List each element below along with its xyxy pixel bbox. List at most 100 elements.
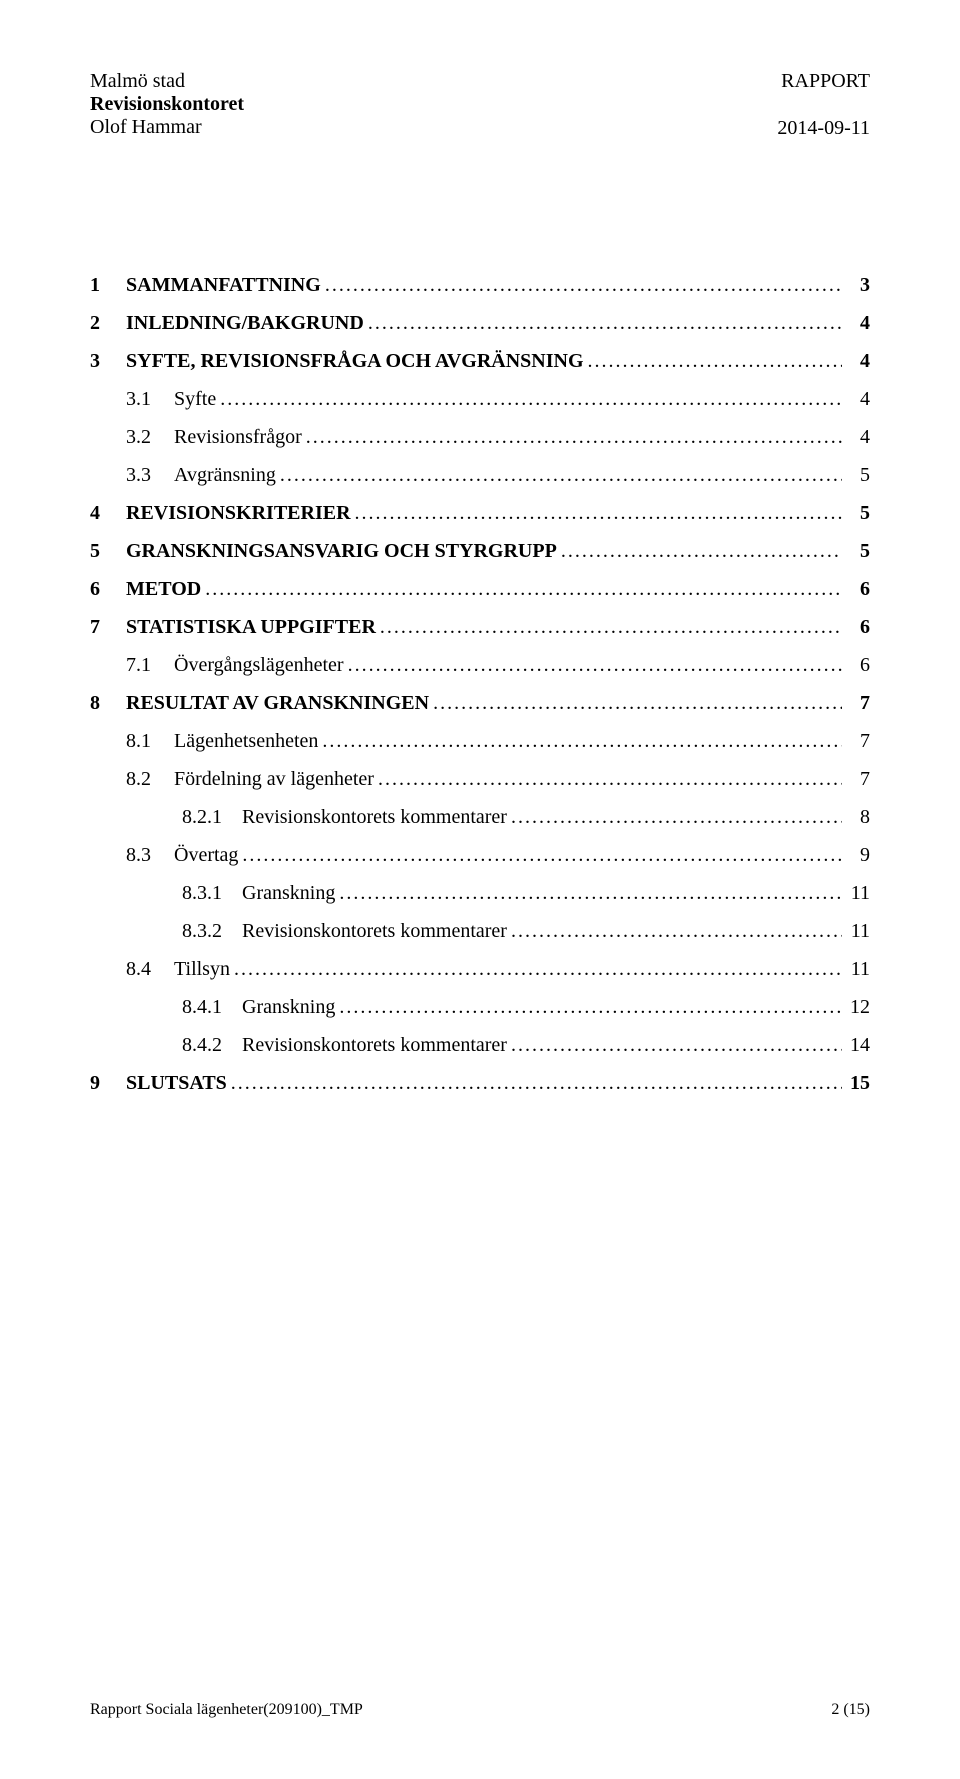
- toc-entry-number: 1: [90, 270, 126, 300]
- toc-entry-number: 8.1: [126, 726, 174, 756]
- toc-entry-page: 3: [846, 270, 870, 300]
- toc-entry-number: 3: [90, 346, 126, 376]
- footer-page-number: 2 (15): [831, 1701, 870, 1719]
- toc-entry: 3.1Syfte4: [90, 384, 870, 414]
- toc-entry-title: INLEDNING/BAKGRUND: [126, 308, 364, 338]
- toc-entry: 8.4.1Granskning 12: [90, 992, 870, 1022]
- toc-entry: 9SLUTSATS15: [90, 1068, 870, 1098]
- toc-entry-number: 8.4.1: [182, 992, 242, 1022]
- toc-entry-title: Fördelning av lägenheter: [174, 764, 374, 794]
- toc-entry-number: 8.4.2: [182, 1030, 242, 1060]
- toc-leader-dots: [433, 688, 842, 718]
- toc-entry-page: 4: [846, 384, 870, 414]
- page-footer: Rapport Sociala lägenheter(209100)_TMP 2…: [90, 1701, 870, 1719]
- toc-entry-title: Granskning: [242, 992, 335, 1022]
- toc-entry-page: 11: [846, 916, 870, 946]
- toc-entry-page: 4: [846, 308, 870, 338]
- toc-entry-page: 11: [846, 878, 870, 908]
- toc-entry-title: Revisionskontorets kommentarer: [242, 802, 507, 832]
- toc-leader-dots: [339, 878, 842, 908]
- toc-entry-number: 3.3: [126, 460, 174, 490]
- toc-leader-dots: [511, 916, 842, 946]
- toc-entry-number: 7: [90, 612, 126, 642]
- toc-entry: 8.4Tillsyn 11: [90, 954, 870, 984]
- toc-entry-title: Revisionskontorets kommentarer: [242, 916, 507, 946]
- toc-leader-dots: [511, 802, 842, 832]
- toc-entry-title: Tillsyn: [174, 954, 230, 984]
- toc-entry: 8.3.1Granskning 11: [90, 878, 870, 908]
- toc-entry: 8.4.2Revisionskontorets kommentarer14: [90, 1030, 870, 1060]
- table-of-contents: 1SAMMANFATTNING32INLEDNING/BAKGRUND43SYF…: [90, 270, 870, 1098]
- toc-entry-title: RESULTAT AV GRANSKNINGEN: [126, 688, 429, 718]
- toc-entry: 8.2Fördelning av lägenheter7: [90, 764, 870, 794]
- toc-entry-number: 8: [90, 688, 126, 718]
- toc-entry: 3.3Avgränsning 5: [90, 460, 870, 490]
- toc-entry-page: 6: [846, 574, 870, 604]
- toc-entry-page: 5: [846, 460, 870, 490]
- author-name: Olof Hammar: [90, 116, 244, 139]
- toc-entry: 5GRANSKNINGSANSVARIG OCH STYRGRUPP5: [90, 536, 870, 566]
- toc-entry-number: 3.1: [126, 384, 174, 414]
- toc-entry-number: 6: [90, 574, 126, 604]
- toc-entry-page: 7: [846, 726, 870, 756]
- toc-entry-page: 4: [846, 422, 870, 452]
- toc-entry-number: 8.2.1: [182, 802, 242, 832]
- toc-leader-dots: [280, 460, 842, 490]
- toc-entry: 8RESULTAT AV GRANSKNINGEN 7: [90, 688, 870, 718]
- toc-entry-page: 14: [846, 1030, 870, 1060]
- toc-entry-number: 9: [90, 1068, 126, 1098]
- toc-entry: 2INLEDNING/BAKGRUND 4: [90, 308, 870, 338]
- toc-leader-dots: [242, 840, 842, 870]
- toc-leader-dots: [325, 270, 842, 300]
- toc-entry: 6METOD6: [90, 574, 870, 604]
- toc-entry-title: Revisionsfrågor: [174, 422, 302, 452]
- toc-entry-number: 5: [90, 536, 126, 566]
- toc-leader-dots: [220, 384, 842, 414]
- header-right: RAPPORT 2014-09-11: [777, 70, 870, 140]
- toc-leader-dots: [306, 422, 842, 452]
- toc-entry: 3.2Revisionsfrågor4: [90, 422, 870, 452]
- toc-entry: 7STATISTISKA UPPGIFTER 6: [90, 612, 870, 642]
- toc-entry-page: 9: [846, 840, 870, 870]
- toc-entry-page: 6: [846, 612, 870, 642]
- toc-entry-page: 15: [846, 1068, 870, 1098]
- footer-left-text: Rapport Sociala lägenheter(209100)_TMP: [90, 1701, 363, 1719]
- toc-leader-dots: [205, 574, 842, 604]
- toc-entry: 8.2.1Revisionskontorets kommentarer8: [90, 802, 870, 832]
- toc-leader-dots: [355, 498, 842, 528]
- toc-leader-dots: [378, 764, 842, 794]
- toc-leader-dots: [234, 954, 842, 984]
- toc-entry-number: 8.3.1: [182, 878, 242, 908]
- toc-leader-dots: [380, 612, 842, 642]
- toc-leader-dots: [322, 726, 842, 756]
- toc-entry-title: SYFTE, REVISIONSFRÅGA OCH AVGRÄNSNING: [126, 346, 584, 376]
- toc-entry-number: 8.4: [126, 954, 174, 984]
- toc-entry-title: Övertag: [174, 840, 238, 870]
- toc-entry-title: METOD: [126, 574, 201, 604]
- org-name: Malmö stad: [90, 70, 244, 93]
- toc-entry: 8.3Övertag 9: [90, 840, 870, 870]
- toc-entry-title: Övergångslägenheter: [174, 650, 344, 680]
- toc-entry-title: Granskning: [242, 878, 335, 908]
- dept-name: Revisionskontoret: [90, 93, 244, 116]
- page-header: Malmö stad Revisionskontoret Olof Hammar…: [90, 70, 870, 140]
- toc-entry: 8.1Lägenhetsenheten 7: [90, 726, 870, 756]
- toc-entry-title: SAMMANFATTNING: [126, 270, 321, 300]
- toc-entry-title: Avgränsning: [174, 460, 276, 490]
- toc-entry-page: 5: [846, 536, 870, 566]
- doc-type-label: RAPPORT: [777, 70, 870, 93]
- doc-date: 2014-09-11: [777, 117, 870, 140]
- toc-leader-dots: [368, 308, 842, 338]
- toc-entry-number: 2: [90, 308, 126, 338]
- toc-entry-page: 12: [846, 992, 870, 1022]
- toc-entry: 4REVISIONSKRITERIER5: [90, 498, 870, 528]
- document-page: Malmö stad Revisionskontoret Olof Hammar…: [0, 0, 960, 1779]
- toc-entry-page: 7: [846, 688, 870, 718]
- toc-entry-number: 8.3: [126, 840, 174, 870]
- toc-entry-title: STATISTISKA UPPGIFTER: [126, 612, 376, 642]
- toc-entry-title: Lägenhetsenheten: [174, 726, 318, 756]
- toc-entry-page: 4: [846, 346, 870, 376]
- toc-entry-page: 11: [846, 954, 870, 984]
- toc-entry-number: 7.1: [126, 650, 174, 680]
- toc-entry: 3SYFTE, REVISIONSFRÅGA OCH AVGRÄNSNING 4: [90, 346, 870, 376]
